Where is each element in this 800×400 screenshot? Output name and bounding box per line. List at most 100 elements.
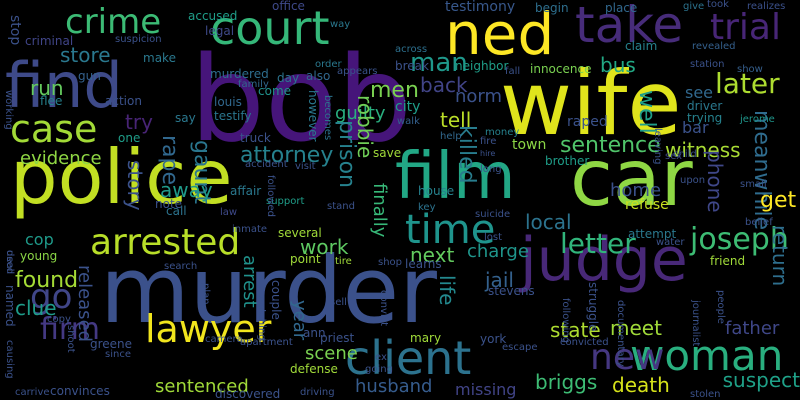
word-stevens: stevens — [488, 284, 535, 298]
word-make: make — [143, 51, 176, 65]
word-appears: appears — [337, 66, 378, 77]
word-say: say — [175, 111, 196, 125]
word-fall: fall — [505, 66, 521, 77]
word-affair: affair — [230, 184, 262, 198]
word-suspicion: suspicion — [115, 34, 162, 45]
word-evidence: evidence — [20, 148, 102, 169]
word-released: released — [74, 265, 95, 343]
word-several: several — [278, 226, 322, 240]
word-phone: phone — [703, 150, 727, 213]
word-camera: camera — [205, 334, 243, 345]
word-truck: truck — [240, 131, 271, 145]
word-firm: firm — [40, 312, 100, 347]
word-also: also — [306, 69, 331, 83]
word-named: named — [3, 285, 17, 327]
word-store: store — [60, 43, 111, 67]
word-away: away — [160, 178, 213, 202]
word-day: day — [277, 71, 300, 85]
word-small: small — [740, 179, 767, 190]
word-one: one — [118, 131, 141, 145]
word-man: man — [410, 48, 468, 78]
word-judge: judge — [520, 225, 688, 295]
word-greene: greene — [90, 337, 133, 351]
word-call: call — [166, 204, 187, 218]
word-find: find — [5, 49, 123, 122]
word-help: help — [440, 131, 462, 142]
word-suspect: suspect — [722, 368, 800, 392]
word-working: working — [3, 90, 14, 130]
word-film: film — [395, 140, 516, 214]
word-couple: couple — [269, 280, 283, 320]
word-watching: watching — [256, 295, 267, 341]
word-norm: norm — [455, 86, 503, 107]
word-followed: followed — [265, 175, 276, 217]
word-revealed: revealed — [692, 41, 736, 52]
word-court: court — [210, 1, 330, 55]
word-belief: belief — [745, 217, 773, 228]
word-testify: testify — [214, 109, 252, 123]
word-convict: convict — [378, 290, 389, 327]
word-documentary: documentary — [615, 300, 626, 367]
word-legal: legal — [205, 24, 235, 38]
word-york: york — [480, 332, 507, 346]
word-town: town — [512, 137, 547, 153]
word-letter: letter — [560, 227, 636, 260]
word-suicide: suicide — [475, 209, 511, 220]
word-search: search — [164, 261, 198, 272]
word-copy: copy — [47, 314, 71, 325]
word-state: state — [550, 318, 601, 342]
word-hire: hire — [480, 149, 496, 158]
word-death: death — [612, 373, 670, 397]
word-stand: stand — [327, 201, 355, 212]
word-since: since — [105, 349, 131, 360]
word-jail: jail — [485, 268, 514, 292]
word-scene: scene — [305, 343, 358, 364]
word-charge: charge — [467, 241, 529, 262]
word-missing: missing — [455, 380, 517, 399]
word-life: life — [435, 275, 459, 306]
word-journalist: journalist — [690, 300, 701, 347]
word-child: child — [673, 149, 697, 160]
word-people: people — [715, 290, 726, 324]
word-ned: ned — [445, 0, 555, 68]
word-come: come — [258, 84, 292, 98]
word-accused: accused — [188, 9, 238, 23]
word-save: save — [373, 146, 402, 160]
word-convicted: convicted — [560, 337, 609, 348]
word-found: found — [15, 268, 79, 293]
word-place: place — [605, 1, 638, 15]
word-see: see — [685, 83, 714, 102]
word-way: way — [330, 19, 351, 30]
word-stop: stop — [7, 15, 23, 46]
word-note: note — [155, 197, 183, 211]
word-key: key — [418, 202, 436, 213]
word-learns: learns — [405, 257, 442, 271]
word-return: return — [768, 225, 792, 287]
word-begin: begin — [535, 1, 569, 15]
word-family: family — [238, 79, 269, 90]
word-plan: plan — [200, 283, 211, 305]
word-brother: brother — [545, 154, 590, 168]
word-attorney: attorney — [240, 143, 334, 168]
word-office: office — [272, 0, 305, 13]
word-wife: wife — [500, 52, 682, 155]
word-husband: husband — [355, 376, 433, 397]
word-defense: defense — [290, 362, 338, 376]
word-city: city — [395, 99, 421, 115]
word-ann: ann — [303, 326, 326, 340]
word-stolen: stolen — [690, 389, 721, 400]
word-law: law — [220, 207, 238, 218]
word-sentence: sentence — [560, 133, 661, 158]
word-friend: friend — [710, 254, 746, 268]
word-try: try — [125, 110, 153, 134]
word-murdered: murdered — [210, 67, 269, 81]
word-criminal: criminal — [25, 34, 74, 48]
word-driver: driver — [687, 99, 723, 113]
word-attempt: attempt — [628, 227, 677, 241]
word-lawyer: lawyer — [145, 307, 272, 351]
word-car: car — [570, 134, 693, 224]
word-trying: trying — [687, 111, 723, 125]
word-bar: bar — [682, 118, 709, 137]
word-walk: walk — [397, 116, 420, 127]
word-robbie: robbie — [353, 95, 377, 159]
